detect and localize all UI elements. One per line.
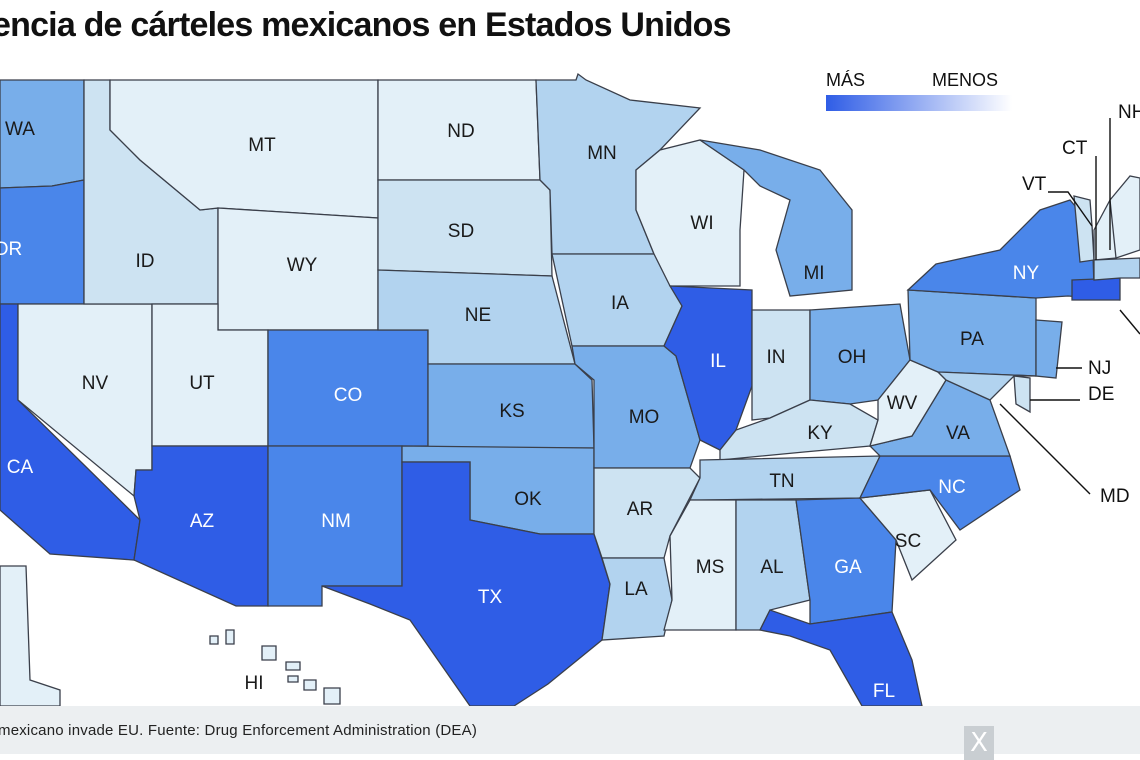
state-label-NM: NM [321,511,351,532]
legend-gradient-bar [826,95,1012,111]
state-DE[interactable] [1013,375,1031,414]
callout-MD: MD [1100,486,1130,507]
state-label-OK: OK [514,489,542,510]
callout-VT: VT [1022,174,1047,195]
callout-CT: CT [1062,138,1088,159]
state-label-MO: MO [629,407,660,428]
state-label-MI: MI [803,263,824,284]
caption-bar: mexicano invade EU. Fuente: Drug Enforce… [0,706,1140,760]
state-label-PA: PA [960,329,984,350]
state-label-KS: KS [499,401,524,422]
state-label-TN: TN [769,471,794,492]
state-label-VA: VA [946,423,970,444]
state-label-AL: AL [760,557,783,578]
state-MD[interactable] [936,371,1037,401]
state-label-AZ: AZ [190,511,215,532]
state-label-WY: WY [287,255,318,276]
state-label-IA: IA [611,293,629,314]
state-labels: WA OR CA ID NV UT AZ MT WY CO NM ND SD NE KS OK TX MN IA MO… [0,119,1040,702]
state-label-KY: KY [807,423,833,444]
state-label-SD: SD [448,221,474,242]
state-MA[interactable] [1093,257,1140,281]
state-ME[interactable] [1109,175,1140,259]
us-map: WA OR CA ID NV UT AZ MT WY CO NM ND SD NE KS OK TX MN IA MO… [0,70,1140,706]
state-label-WV: WV [887,393,918,414]
state-VT[interactable] [1073,195,1095,263]
state-label-TX: TX [478,587,503,608]
callout-NH: NH [1118,102,1140,123]
state-label-AR: AR [627,499,653,520]
callout-DE: DE [1088,384,1114,405]
state-label-NE: NE [465,305,491,326]
state-label-MS: MS [696,557,725,578]
state-AK[interactable] [0,565,61,706]
state-NJ[interactable] [1035,319,1063,379]
legend: MÁS MENOS [826,70,1012,111]
state-label-NC: NC [938,477,965,498]
legend-less-label: MENOS [932,70,998,90]
state-label-NY: NY [1013,263,1040,284]
state-label-LA: LA [624,579,648,600]
state-CT[interactable] [1071,277,1121,301]
state-LA[interactable] [601,557,673,641]
state-MI[interactable] [699,139,853,297]
state-KY[interactable] [719,399,879,461]
state-label-OH: OH [838,347,867,368]
legend-more-label: MÁS [826,70,865,90]
callout-NJ: NJ [1088,358,1111,379]
state-label-HI: HI [245,673,264,694]
state-HI[interactable] [209,629,341,705]
state-AR[interactable] [593,467,701,559]
state-label-IN: IN [767,347,786,368]
state-label-GA: GA [834,557,862,578]
map-title: encia de cárteles mexicanos en Estados U… [0,6,732,44]
state-label-MN: MN [587,143,617,164]
state-label-CA: CA [7,457,34,478]
state-label-SC: SC [895,531,921,552]
state-WI[interactable] [635,139,745,287]
state-label-CO: CO [334,385,363,406]
state-label-WI: WI [690,213,713,234]
close-button[interactable]: X [964,726,994,760]
state-TX[interactable] [321,461,611,706]
state-label-WA: WA [5,119,35,140]
state-label-IL: IL [710,351,726,372]
state-label-ID: ID [136,251,155,272]
state-label-FL: FL [873,681,895,702]
state-label-NV: NV [82,373,109,394]
state-FL[interactable] [759,609,923,706]
state-label-OR: OR [0,239,22,260]
callout-lines [999,118,1140,495]
state-label-MT: MT [248,135,276,156]
state-label-UT: UT [189,373,215,394]
caption-text: mexicano invade EU. Fuente: Drug Enforce… [0,722,478,739]
state-label-ND: ND [447,121,474,142]
state-KS[interactable] [427,363,595,449]
